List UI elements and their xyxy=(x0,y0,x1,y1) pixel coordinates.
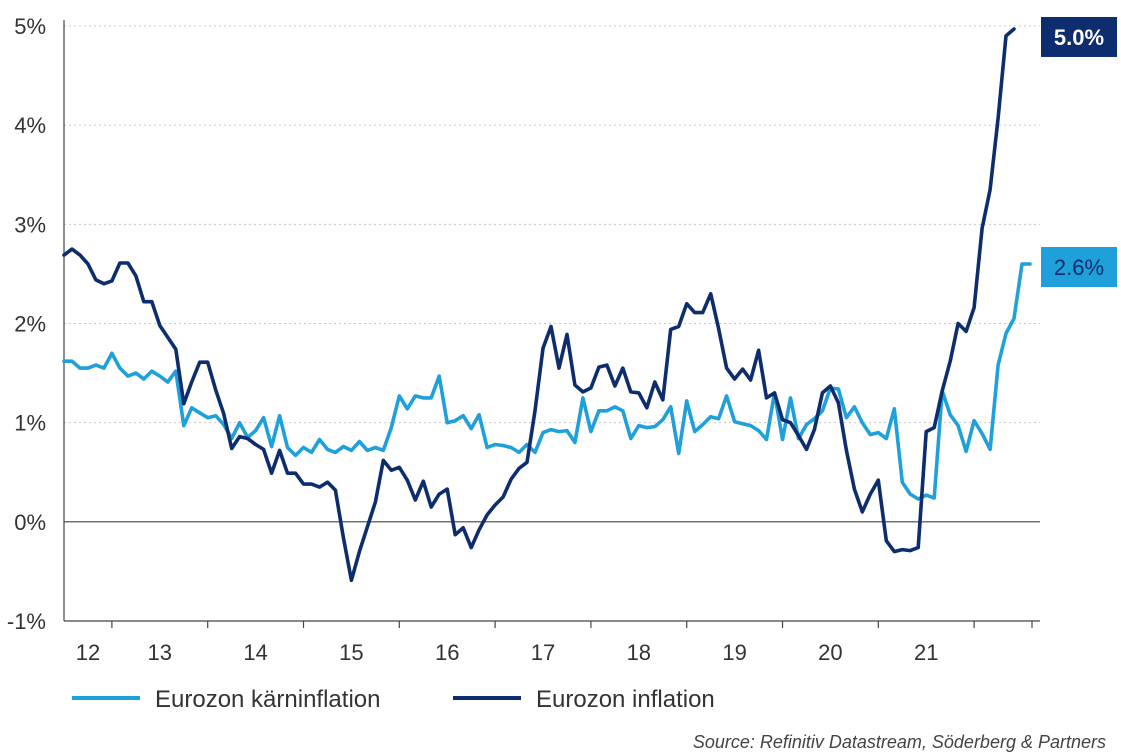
source-note: Source: Refinitiv Datastream, Söderberg … xyxy=(693,732,1106,752)
x-tick-label: 19 xyxy=(722,640,746,665)
series-line-headline xyxy=(62,27,1016,583)
x-tick-label: 18 xyxy=(627,640,651,665)
y-tick-label: 5% xyxy=(14,14,46,39)
legend-label: Eurozon kärninflation xyxy=(155,686,380,713)
y-tick-label: 2% xyxy=(14,312,46,337)
y-tick-label: 3% xyxy=(14,212,46,237)
x-tick-label: 16 xyxy=(435,640,459,665)
axes xyxy=(63,20,1040,628)
series-lines xyxy=(62,27,1032,583)
legend: Eurozon kärninflation Eurozon inflation xyxy=(72,686,715,713)
gridlines xyxy=(64,25,1040,424)
x-tick-label: 20 xyxy=(818,640,842,665)
x-tick-label: 17 xyxy=(531,640,555,665)
end-label-box xyxy=(1041,247,1117,287)
end-label-text: 2.6% xyxy=(1054,255,1104,280)
y-tick-label: -1% xyxy=(7,609,46,634)
y-axis-labels: 5% 4% 3% 2% 1% 0% -1% xyxy=(7,14,46,634)
y-tick-label: 0% xyxy=(14,510,46,535)
end-label-text: 5.0% xyxy=(1054,25,1104,50)
x-axis-labels: 12 13 14 15 16 17 18 19 20 21 xyxy=(76,640,939,665)
x-tick-label: 13 xyxy=(148,640,172,665)
y-tick-label: 1% xyxy=(14,411,46,436)
end-value-labels: 2.6% 5.0% xyxy=(1041,16,1117,287)
x-tick-label: 15 xyxy=(339,640,363,665)
y-tick-label: 4% xyxy=(14,113,46,138)
legend-label: Eurozon inflation xyxy=(536,686,715,713)
end-label-box xyxy=(1041,16,1117,57)
x-tick-label: 14 xyxy=(243,640,267,665)
x-tick-label: 21 xyxy=(914,640,938,665)
x-tick-label: 12 xyxy=(76,640,100,665)
series-line-core xyxy=(62,262,1032,501)
